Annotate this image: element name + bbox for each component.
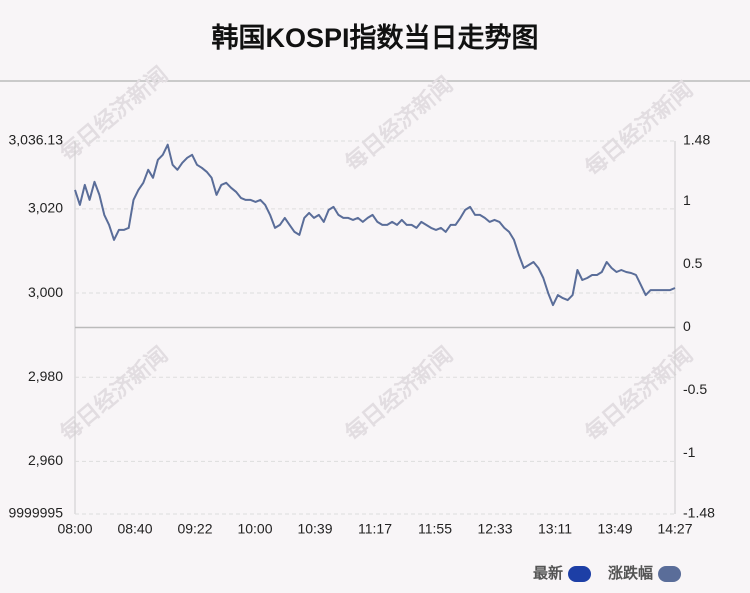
y2-tick-label: -0.5	[683, 381, 707, 397]
chart-title: 韩国KOSPI指数当日走势图	[211, 23, 538, 53]
x-tick-label: 08:00	[57, 521, 92, 537]
x-tick-label: 13:11	[538, 521, 572, 537]
y2-tick-label: 1.48	[683, 132, 710, 148]
x-tick-label: 10:00	[237, 521, 272, 537]
y2-tick-label: -1.48	[683, 505, 715, 521]
y2-tick-label: 0.5	[683, 255, 703, 271]
legend-swatch	[568, 566, 592, 582]
y2-tick-label: 0	[683, 318, 691, 334]
x-tick-label: 11:55	[418, 521, 452, 537]
x-tick-label: 13:49	[597, 521, 632, 537]
y-tick-label: 9999995	[8, 505, 63, 521]
y2-tick-label: 1	[683, 192, 691, 208]
legend-swatch	[658, 566, 682, 582]
y-tick-label: 2,980	[28, 368, 63, 384]
price-line	[74, 143, 676, 307]
x-tick-label: 12:33	[477, 521, 512, 537]
legend-label: 最新	[533, 564, 563, 582]
y-tick-label: 3,000	[28, 284, 63, 300]
x-tick-label: 09:22	[177, 521, 212, 537]
x-tick-label: 11:17	[358, 521, 392, 537]
x-tick-label: 14:27	[657, 521, 692, 537]
x-tick-label: 08:40	[117, 521, 152, 537]
y-tick-label: 2,960	[28, 452, 63, 468]
y-tick-label: 3,020	[28, 200, 63, 216]
x-tick-label: 10:39	[297, 521, 332, 537]
y2-tick-label: -1	[683, 444, 696, 460]
y-tick-label: 3,036.13	[9, 132, 64, 148]
legend-label: 涨跌幅	[608, 564, 653, 582]
